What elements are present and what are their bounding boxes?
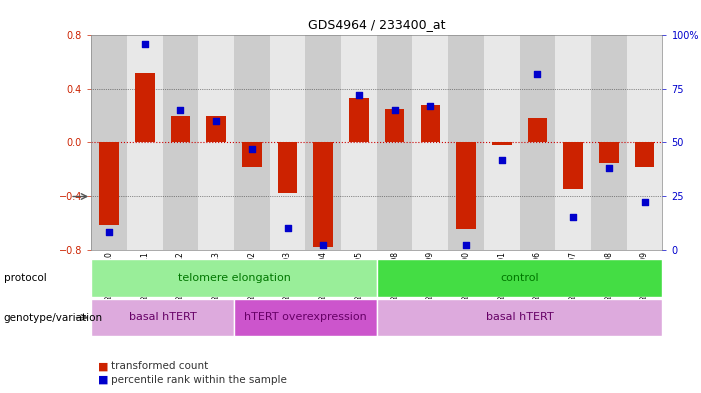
Bar	[91, 259, 377, 297]
Text: ■: ■	[98, 361, 109, 371]
Bar	[377, 299, 662, 336]
Point	[103, 229, 114, 235]
Bar	[127, 35, 163, 250]
Point	[282, 225, 293, 231]
Bar	[421, 105, 440, 142]
Bar	[377, 35, 412, 250]
Point	[568, 214, 579, 220]
Bar	[341, 35, 377, 250]
Bar	[91, 35, 127, 250]
Point	[461, 242, 472, 248]
Bar	[349, 98, 369, 142]
Text: telomere elongation: telomere elongation	[177, 273, 290, 283]
Bar	[456, 142, 476, 230]
Point	[604, 165, 615, 171]
Text: basal hTERT: basal hTERT	[486, 312, 554, 322]
Point	[425, 103, 436, 109]
Bar	[377, 259, 662, 297]
Bar	[492, 142, 512, 145]
Bar	[234, 35, 270, 250]
Point	[496, 156, 508, 163]
Text: protocol: protocol	[4, 273, 46, 283]
Text: control: control	[501, 273, 539, 283]
Bar	[528, 118, 547, 142]
Bar	[555, 35, 591, 250]
Bar	[591, 35, 627, 250]
Text: percentile rank within the sample: percentile rank within the sample	[111, 375, 287, 385]
Point	[210, 118, 222, 124]
Bar	[270, 35, 306, 250]
Text: hTERT overexpression: hTERT overexpression	[244, 312, 367, 322]
Bar	[564, 142, 583, 189]
Bar	[206, 116, 226, 142]
Bar	[385, 109, 404, 142]
Bar	[519, 35, 555, 250]
Bar	[91, 299, 234, 336]
Bar	[599, 142, 619, 163]
Point	[139, 41, 150, 47]
Bar	[627, 35, 662, 250]
Bar	[234, 299, 377, 336]
Bar	[635, 142, 655, 167]
Bar	[448, 35, 484, 250]
Bar	[278, 142, 297, 193]
Point	[175, 107, 186, 114]
Point	[532, 71, 543, 77]
Bar	[306, 35, 341, 250]
Bar	[484, 35, 519, 250]
Bar	[313, 142, 333, 247]
Text: basal hTERT: basal hTERT	[129, 312, 196, 322]
Bar	[99, 142, 118, 226]
Text: transformed count: transformed count	[111, 361, 208, 371]
Bar	[198, 35, 234, 250]
Bar	[412, 35, 448, 250]
Bar	[135, 73, 154, 142]
Point	[246, 146, 257, 152]
Point	[318, 242, 329, 248]
Bar	[163, 35, 198, 250]
Point	[639, 199, 651, 206]
Text: ■: ■	[98, 375, 109, 385]
Text: genotype/variation: genotype/variation	[4, 312, 102, 323]
Point	[389, 107, 400, 114]
Title: GDS4964 / 233400_at: GDS4964 / 233400_at	[308, 18, 446, 31]
Bar	[170, 116, 190, 142]
Point	[353, 92, 365, 99]
Bar	[242, 142, 261, 167]
